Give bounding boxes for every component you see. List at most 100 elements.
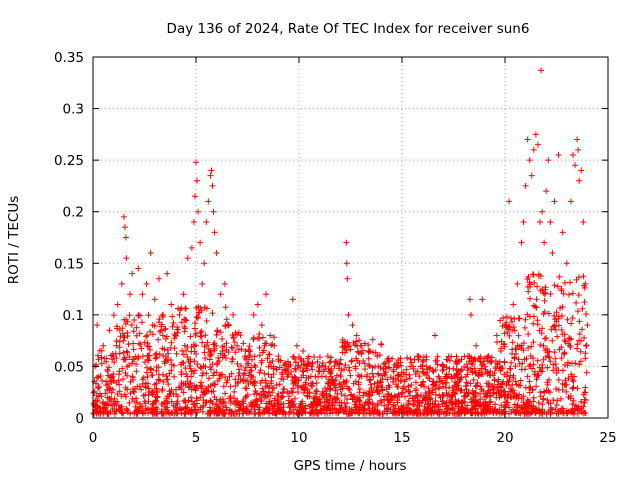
cloud-point <box>99 377 106 384</box>
data-point <box>250 311 257 318</box>
cloud-point <box>513 404 520 411</box>
cloud-point <box>461 363 468 370</box>
cloud-point <box>515 356 522 363</box>
cloud-point <box>303 365 310 372</box>
cloud-point <box>553 309 560 316</box>
cloud-point <box>193 314 200 321</box>
data-point <box>96 384 103 391</box>
cloud-point <box>201 343 208 350</box>
cloud-point <box>111 408 118 415</box>
cloud-point <box>451 374 458 381</box>
cloud-point <box>274 393 281 400</box>
cloud-point <box>298 402 305 409</box>
cloud-point <box>550 361 557 368</box>
cloud-point <box>163 376 170 383</box>
cloud-point <box>158 327 165 334</box>
cloud-point <box>367 376 374 383</box>
cloud-point <box>336 380 343 387</box>
cloud-point <box>530 271 537 278</box>
cloud-point <box>95 373 102 380</box>
data-point <box>466 296 473 303</box>
data-point <box>217 291 224 298</box>
cloud-point <box>513 346 520 353</box>
data-point <box>582 280 589 287</box>
cloud-point <box>494 339 501 346</box>
cloud-point <box>271 334 278 341</box>
cloud-point <box>454 380 461 387</box>
cloud-point <box>133 324 140 331</box>
cloud-point <box>385 382 392 389</box>
cloud-point <box>121 391 128 398</box>
cloud-point <box>576 337 583 344</box>
cloud-point <box>327 385 334 392</box>
cloud-point <box>575 308 581 315</box>
cloud-point <box>530 339 537 346</box>
cloud-point <box>145 392 152 399</box>
cloud-point <box>134 399 141 406</box>
cloud-point <box>127 410 134 417</box>
data-point <box>532 131 539 138</box>
cloud-point <box>411 398 418 405</box>
cloud-point <box>229 344 236 351</box>
cloud-point <box>501 340 508 347</box>
cloud-point <box>547 290 554 297</box>
chart-title: Day 136 of 2024, Rate Of TEC Index for r… <box>167 21 530 37</box>
cloud-point <box>245 348 252 355</box>
cloud-point <box>582 397 589 404</box>
cloud-point <box>574 410 581 417</box>
cloud-point <box>353 404 360 411</box>
cloud-point <box>405 388 412 395</box>
cloud-point <box>583 342 590 349</box>
data-point <box>201 260 208 267</box>
cloud-point <box>567 343 574 350</box>
cloud-point <box>512 378 519 385</box>
cloud-point <box>453 386 460 393</box>
cloud-point <box>387 396 394 403</box>
data-point <box>127 291 134 298</box>
cloud-point <box>180 351 187 358</box>
cloud-point <box>191 367 198 374</box>
cloud-point <box>516 409 523 416</box>
cloud-point <box>140 374 147 381</box>
cloud-point <box>425 385 432 392</box>
cloud-point <box>119 325 126 332</box>
data-point <box>180 291 187 298</box>
cloud-point <box>439 367 446 374</box>
cloud-point <box>261 409 268 416</box>
cloud-point <box>270 371 277 378</box>
data-point <box>578 167 585 174</box>
cloud-point <box>421 370 428 377</box>
cloud-point <box>515 395 522 402</box>
cloud-point <box>498 365 505 372</box>
cloud-point <box>347 346 354 353</box>
cloud-point <box>145 312 152 319</box>
cloud-point <box>133 332 140 339</box>
cloud-point <box>174 326 181 333</box>
data-point <box>343 239 350 246</box>
cloud-point <box>200 389 207 396</box>
cloud-point <box>302 405 309 412</box>
cloud-point <box>213 332 220 339</box>
cloud-point <box>260 347 267 354</box>
cloud-point <box>381 402 388 409</box>
cloud-point <box>288 388 295 395</box>
data-point <box>576 177 583 184</box>
cloud-point <box>214 327 221 334</box>
data-point <box>468 311 475 318</box>
cloud-point <box>342 392 349 399</box>
cloud-point <box>445 402 452 409</box>
cloud-point <box>545 399 552 406</box>
cloud-point <box>358 350 365 357</box>
cloud-point <box>259 334 266 341</box>
cloud-point <box>126 312 133 319</box>
y-tick-label: 0 <box>75 411 84 427</box>
data-point <box>155 275 162 282</box>
cloud-point <box>159 386 166 393</box>
cloud-point <box>161 326 168 333</box>
cloud-point <box>372 408 379 415</box>
cloud-point <box>545 310 552 317</box>
cloud-point <box>171 373 178 380</box>
cloud-point <box>91 378 98 385</box>
cloud-point <box>344 396 351 403</box>
cloud-point <box>258 397 265 404</box>
